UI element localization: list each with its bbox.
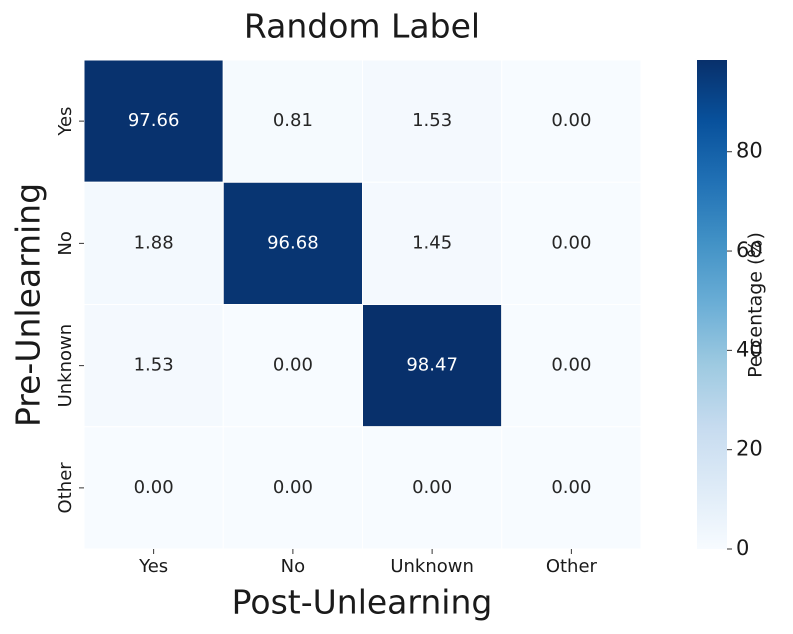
heatmap-cell bbox=[83, 304, 224, 428]
cell-label: 0.00 bbox=[551, 477, 591, 498]
heatmap-cell bbox=[501, 304, 642, 428]
chart-title: Random Label bbox=[244, 7, 480, 46]
heatmap-cell bbox=[362, 304, 503, 428]
y-tick-label: Yes bbox=[55, 107, 76, 137]
y-tick-label: Unknown bbox=[55, 324, 76, 408]
colorbar-tick-label: 60 bbox=[736, 238, 763, 262]
y-tick-label: No bbox=[55, 231, 76, 255]
heatmap-cell bbox=[83, 426, 224, 550]
cell-label: 96.68 bbox=[267, 232, 319, 253]
colorbar bbox=[697, 60, 727, 549]
colorbar-label: Percentage (%) bbox=[745, 232, 767, 378]
cell-label: 0.00 bbox=[412, 477, 452, 498]
colorbar-tick-label: 80 bbox=[736, 139, 763, 163]
cell-label: 0.00 bbox=[273, 355, 313, 376]
x-tick-label: Unknown bbox=[390, 556, 474, 577]
x-tick-label: Other bbox=[546, 556, 598, 577]
x-axis-label: Post-Unlearning bbox=[232, 583, 493, 622]
x-tick-label: Yes bbox=[138, 556, 168, 577]
colorbar-tick-label: 40 bbox=[736, 337, 763, 361]
cell-label: 0.81 bbox=[273, 110, 313, 131]
heatmap-cell bbox=[501, 426, 642, 550]
y-tick-label: Other bbox=[55, 462, 76, 514]
heatmap-cell bbox=[362, 426, 503, 550]
cell-label: 1.88 bbox=[134, 232, 174, 253]
heatmap-cell bbox=[222, 426, 363, 550]
cell-label: 1.45 bbox=[412, 232, 452, 253]
cell-label: 97.66 bbox=[128, 110, 180, 131]
cell-label: 0.00 bbox=[273, 477, 313, 498]
cell-label: 1.53 bbox=[412, 110, 452, 131]
colorbar-tick-label: 0 bbox=[736, 536, 749, 560]
cell-label: 0.00 bbox=[551, 232, 591, 253]
heatmap-cell bbox=[501, 181, 642, 305]
heatmap-cell bbox=[83, 181, 224, 305]
colorbar-tick-label: 20 bbox=[736, 437, 763, 461]
cell-label: 1.53 bbox=[134, 355, 174, 376]
heatmap-cell bbox=[222, 181, 363, 305]
y-axis-label: Pre-Unlearning bbox=[9, 183, 48, 427]
x-tick-label: No bbox=[281, 556, 305, 577]
heatmap-cell bbox=[362, 181, 503, 305]
heatmap-cell bbox=[501, 59, 642, 183]
cell-label: 0.00 bbox=[551, 355, 591, 376]
cell-label: 98.47 bbox=[406, 355, 458, 376]
cell-label: 0.00 bbox=[134, 477, 174, 498]
cell-label: 0.00 bbox=[551, 110, 591, 131]
